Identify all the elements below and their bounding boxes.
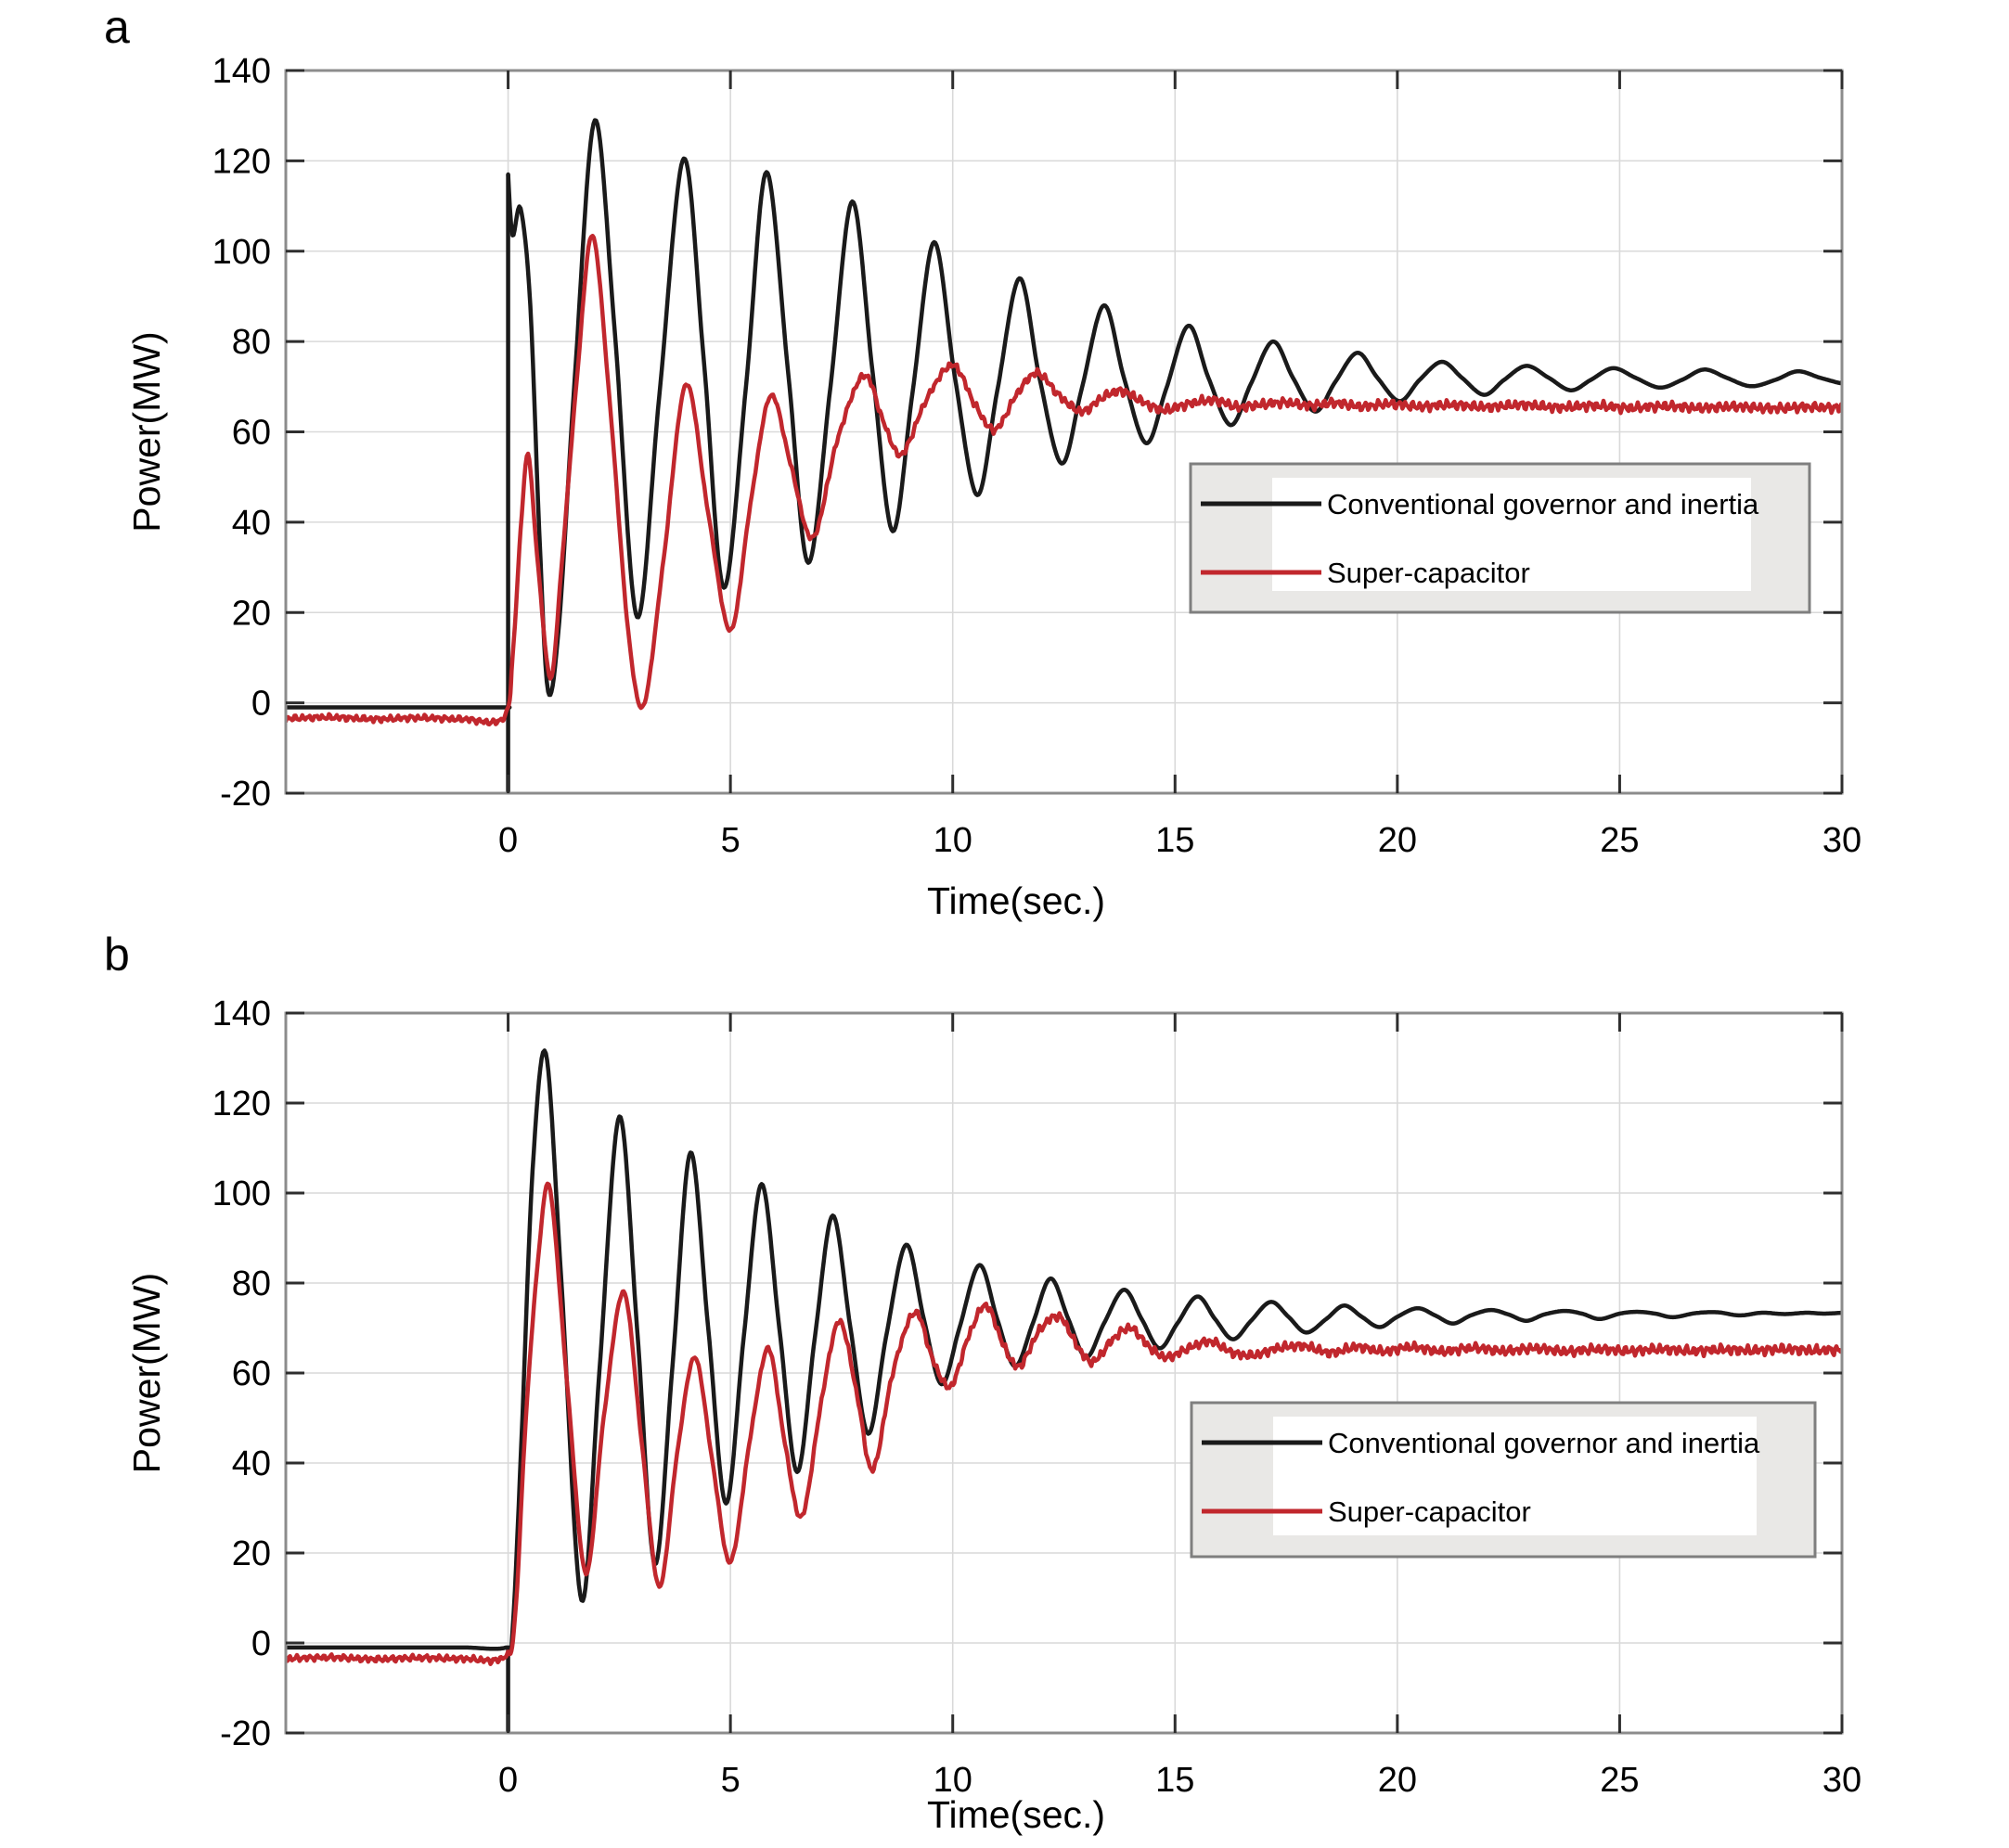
legend-inner-panel [1272, 478, 1751, 591]
series-conventional [286, 1048, 1842, 1653]
y-axis-title: Power(MW) [125, 331, 168, 532]
y-tick-label: 60 [232, 414, 271, 453]
y-tick-label: 60 [232, 1354, 271, 1393]
series-supercapacitor [286, 1181, 1842, 1666]
legend-label: Super-capacitor [1328, 1495, 1531, 1528]
panel-letter: a [104, 1, 130, 53]
y-tick-label: 80 [232, 1264, 271, 1303]
y-tick-label: 140 [212, 995, 271, 1033]
y-tick-label: 120 [212, 1084, 271, 1123]
legend-inner-panel [1273, 1417, 1757, 1535]
series-group [286, 1048, 1842, 1733]
y-tick-label: 140 [212, 52, 271, 91]
y-tick-label: 20 [232, 594, 271, 633]
x-tick-label: 15 [1155, 821, 1194, 860]
legend-box: Conventional governor and inertia Super-c… [1189, 462, 1811, 614]
y-tick-label: 40 [232, 1444, 271, 1483]
y-tick-label: 100 [212, 233, 271, 272]
legend-box: Conventional governor and inertia Super-c… [1190, 1401, 1817, 1559]
legend-label: Super-capacitor [1327, 557, 1530, 589]
x-tick-label: 10 [934, 1761, 972, 1800]
x-tick-label: 15 [1155, 1761, 1194, 1800]
y-tick-label: 80 [232, 323, 271, 362]
x-tick-label: 25 [1600, 1761, 1639, 1800]
x-tick-label: 0 [498, 1761, 518, 1800]
y-tick-label: -20 [220, 775, 271, 814]
axis-labels: -20 0 20 40 60 80 100 120 140 0 5 10 15 20 25 30 Time(se… [104, 929, 1861, 1836]
y-tick-label: 40 [232, 504, 271, 543]
grid [286, 1013, 1842, 1733]
grid [286, 71, 1842, 793]
y-tick-label: 20 [232, 1534, 271, 1573]
tick-marks [286, 69, 1844, 795]
series-conventional [506, 118, 1842, 698]
panel-b-chart: -20 0 20 40 60 80 100 120 140 0 5 10 15 20 25 30 Time(se… [104, 929, 1861, 1836]
x-tick-label: 30 [1822, 821, 1861, 860]
x-tick-label: 20 [1378, 821, 1417, 860]
x-tick-label: 20 [1378, 1761, 1417, 1800]
x-tick-label: 5 [721, 821, 740, 860]
x-axis-title: Time(sec.) [927, 1793, 1105, 1836]
x-tick-label: 5 [721, 1761, 740, 1800]
panel-letter: b [104, 929, 130, 981]
series-supercapacitor [286, 233, 1842, 727]
y-tick-label: 0 [251, 685, 271, 724]
x-tick-label: 10 [934, 821, 972, 860]
panel-a-chart: -20 0 20 40 60 80 100 120 140 0 5 10 15 20 25 30 Time(se… [104, 1, 1861, 922]
series-group [286, 118, 1842, 793]
x-tick-label: 30 [1822, 1761, 1861, 1800]
tick-marks [286, 1011, 1844, 1735]
legend-label: Conventional governor and inertia [1327, 488, 1759, 520]
x-tick-label: 25 [1600, 821, 1639, 860]
x-tick-label: 0 [498, 821, 518, 860]
axis-labels: -20 0 20 40 60 80 100 120 140 0 5 10 15 20 25 30 Time(se… [104, 1, 1861, 922]
y-tick-label: 0 [251, 1624, 271, 1663]
legend-label: Conventional governor and inertia [1328, 1427, 1760, 1459]
x-axis-title: Time(sec.) [927, 879, 1105, 922]
y-tick-label: 120 [212, 142, 271, 181]
y-tick-label: 100 [212, 1174, 271, 1213]
y-axis-title: Power(MW) [125, 1273, 168, 1473]
y-tick-label: -20 [220, 1714, 271, 1753]
